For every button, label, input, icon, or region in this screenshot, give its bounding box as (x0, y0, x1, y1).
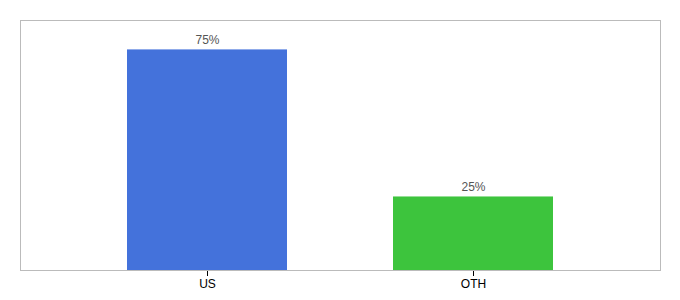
svg-text:OTH: OTH (461, 277, 486, 291)
svg-text:US: US (199, 277, 216, 291)
svg-text:75%: 75% (195, 33, 219, 47)
svg-text:25%: 25% (461, 180, 485, 194)
